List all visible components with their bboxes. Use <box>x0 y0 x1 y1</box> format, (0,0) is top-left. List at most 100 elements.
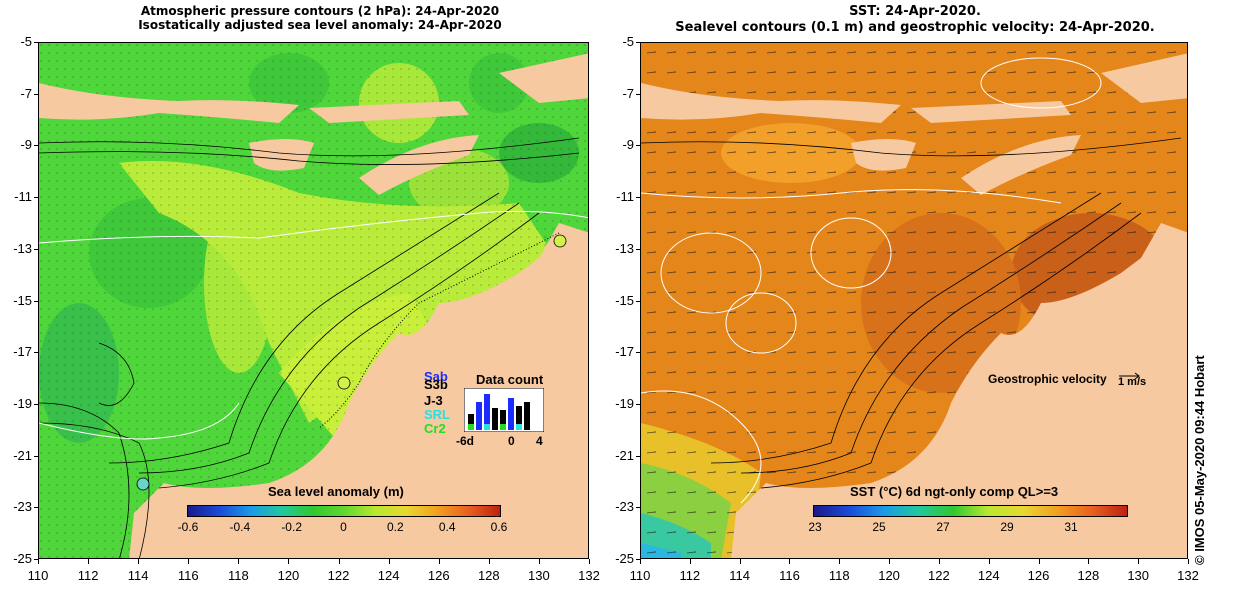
velocity-legend-unit: 1 m/s <box>1118 376 1147 388</box>
x-tick-mark <box>288 559 290 564</box>
y-tick-mark <box>636 403 640 405</box>
colorbar-tick-label: -0.2 <box>281 520 302 534</box>
right-title-line1: SST: 24-Apr-2020. <box>849 4 981 19</box>
x-tick-mark <box>1188 559 1189 564</box>
x-tick-mark <box>689 559 691 564</box>
x-tick-mark <box>188 559 190 564</box>
x-tick-mark <box>1038 559 1040 564</box>
y-tick-label: -7 <box>20 85 32 101</box>
data-count-bars <box>464 388 544 432</box>
x-tick-mark <box>538 559 540 564</box>
y-tick-label: -17 <box>13 344 32 360</box>
colorbar-tick-label: -0.6 <box>177 520 199 534</box>
y-tick-label: -9 <box>20 137 32 153</box>
y-tick-label: -19 <box>615 395 634 411</box>
y-tick-label: -5 <box>622 34 634 49</box>
x-tick-mark <box>388 559 390 564</box>
y-tick-mark <box>636 559 640 560</box>
data-count-title: Data count <box>476 372 544 387</box>
sla-map-graphic <box>39 43 588 558</box>
sst-colorbar-title: SST (°C) 6d ngt-only comp QL>=3 <box>850 484 1059 499</box>
x-tick-label: 128 <box>477 568 500 583</box>
y-tick-label: -21 <box>13 447 32 463</box>
x-tick-label: 130 <box>1127 568 1150 583</box>
colorbar-tick-label: 31 <box>1064 520 1078 534</box>
sst-colorbar <box>813 505 1128 517</box>
y-tick-mark <box>34 93 38 95</box>
colorbar-tick-label: 23 <box>808 520 822 534</box>
x-tick-label: 114 <box>729 568 750 583</box>
y-tick-mark <box>34 42 38 43</box>
x-tick-mark <box>488 559 490 564</box>
colorbar-tick-label: 0 <box>340 520 347 534</box>
y-tick-label: -17 <box>615 344 634 360</box>
x-tick-label: 110 <box>629 568 651 583</box>
y-tick-mark <box>636 197 640 199</box>
imos-credit: © IMOS 05-May-2020 09:44 Hobart <box>1192 355 1207 565</box>
x-tick-label: 116 <box>177 568 199 583</box>
x-tick-label: 126 <box>427 568 450 583</box>
y-tick-mark <box>636 248 640 250</box>
colorbar-tick-label: 27 <box>936 520 950 534</box>
y-tick-mark <box>34 455 38 457</box>
x-tick-label: 128 <box>1077 568 1100 583</box>
x-tick-label: 122 <box>928 568 950 583</box>
y-tick-mark <box>636 455 640 457</box>
x-tick-mark <box>839 559 841 564</box>
data-count-axis-label: 0 <box>508 434 515 448</box>
y-tick-label: -15 <box>615 292 634 308</box>
y-tick-label: -11 <box>14 189 32 205</box>
y-tick-label: -25 <box>615 551 634 566</box>
x-tick-mark <box>1088 559 1090 564</box>
satellite-label: Cr2 <box>424 421 446 436</box>
y-tick-label: -19 <box>13 395 32 411</box>
y-tick-label: -13 <box>13 240 32 256</box>
y-tick-label: -23 <box>615 499 634 515</box>
x-tick-mark <box>1138 559 1140 564</box>
x-tick-mark <box>938 559 940 564</box>
x-tick-mark <box>88 559 90 564</box>
y-tick-mark <box>636 352 640 354</box>
y-tick-label: -13 <box>615 240 634 256</box>
colorbar-tick-label: -0.4 <box>229 520 251 534</box>
x-tick-mark <box>739 559 741 564</box>
x-tick-label: 118 <box>828 568 850 583</box>
y-tick-label: -15 <box>13 292 32 308</box>
y-tick-mark <box>34 300 38 302</box>
x-tick-label: 112 <box>679 568 701 583</box>
y-tick-label: -11 <box>616 189 634 205</box>
colorbar-tick-label: 0.2 <box>386 520 404 534</box>
data-count-axis-label: -6d <box>456 434 474 448</box>
y-tick-label: -9 <box>622 137 634 153</box>
y-tick-mark <box>636 507 640 509</box>
x-tick-label: 124 <box>377 568 400 583</box>
x-tick-mark <box>589 559 590 564</box>
x-tick-mark <box>640 559 641 564</box>
sla-colorbar-title: Sea level anomaly (m) <box>268 484 404 499</box>
x-tick-label: 116 <box>779 568 800 583</box>
y-tick-mark <box>636 300 640 302</box>
colorbar-tick-label: 25 <box>872 520 886 534</box>
y-tick-mark <box>34 197 38 199</box>
right-title-line2: Sealevel contours (0.1 m) and geostrophi… <box>675 20 1155 35</box>
data-count-legend: Data count Sab S3b J-3 SRL Cr2 -6d 0 4 <box>422 370 552 450</box>
x-tick-mark <box>138 559 140 564</box>
x-tick-label: 132 <box>578 568 600 583</box>
sst-map-graphic <box>641 43 1187 558</box>
x-tick-label: 120 <box>878 568 900 583</box>
y-tick-mark <box>34 507 38 509</box>
colorbar-tick-label: 29 <box>1000 520 1014 534</box>
x-tick-label: 118 <box>227 568 249 583</box>
x-tick-label: 110 <box>27 568 49 583</box>
left-map-title: Atmospheric pressure contours (2 hPa): 2… <box>120 4 520 32</box>
satellite-label: SRL <box>424 407 450 422</box>
satellite-label: Sab <box>424 369 448 384</box>
left-title-line2: Isostatically adjusted sea level anomaly… <box>138 18 502 32</box>
y-tick-mark <box>34 248 38 250</box>
x-tick-mark <box>889 559 891 564</box>
satellite-label: S3b <box>424 377 448 392</box>
y-tick-label: -23 <box>13 499 32 515</box>
x-tick-label: 120 <box>277 568 300 583</box>
sla-colorbar <box>187 505 501 517</box>
satellite-label: J-3 <box>424 393 443 408</box>
